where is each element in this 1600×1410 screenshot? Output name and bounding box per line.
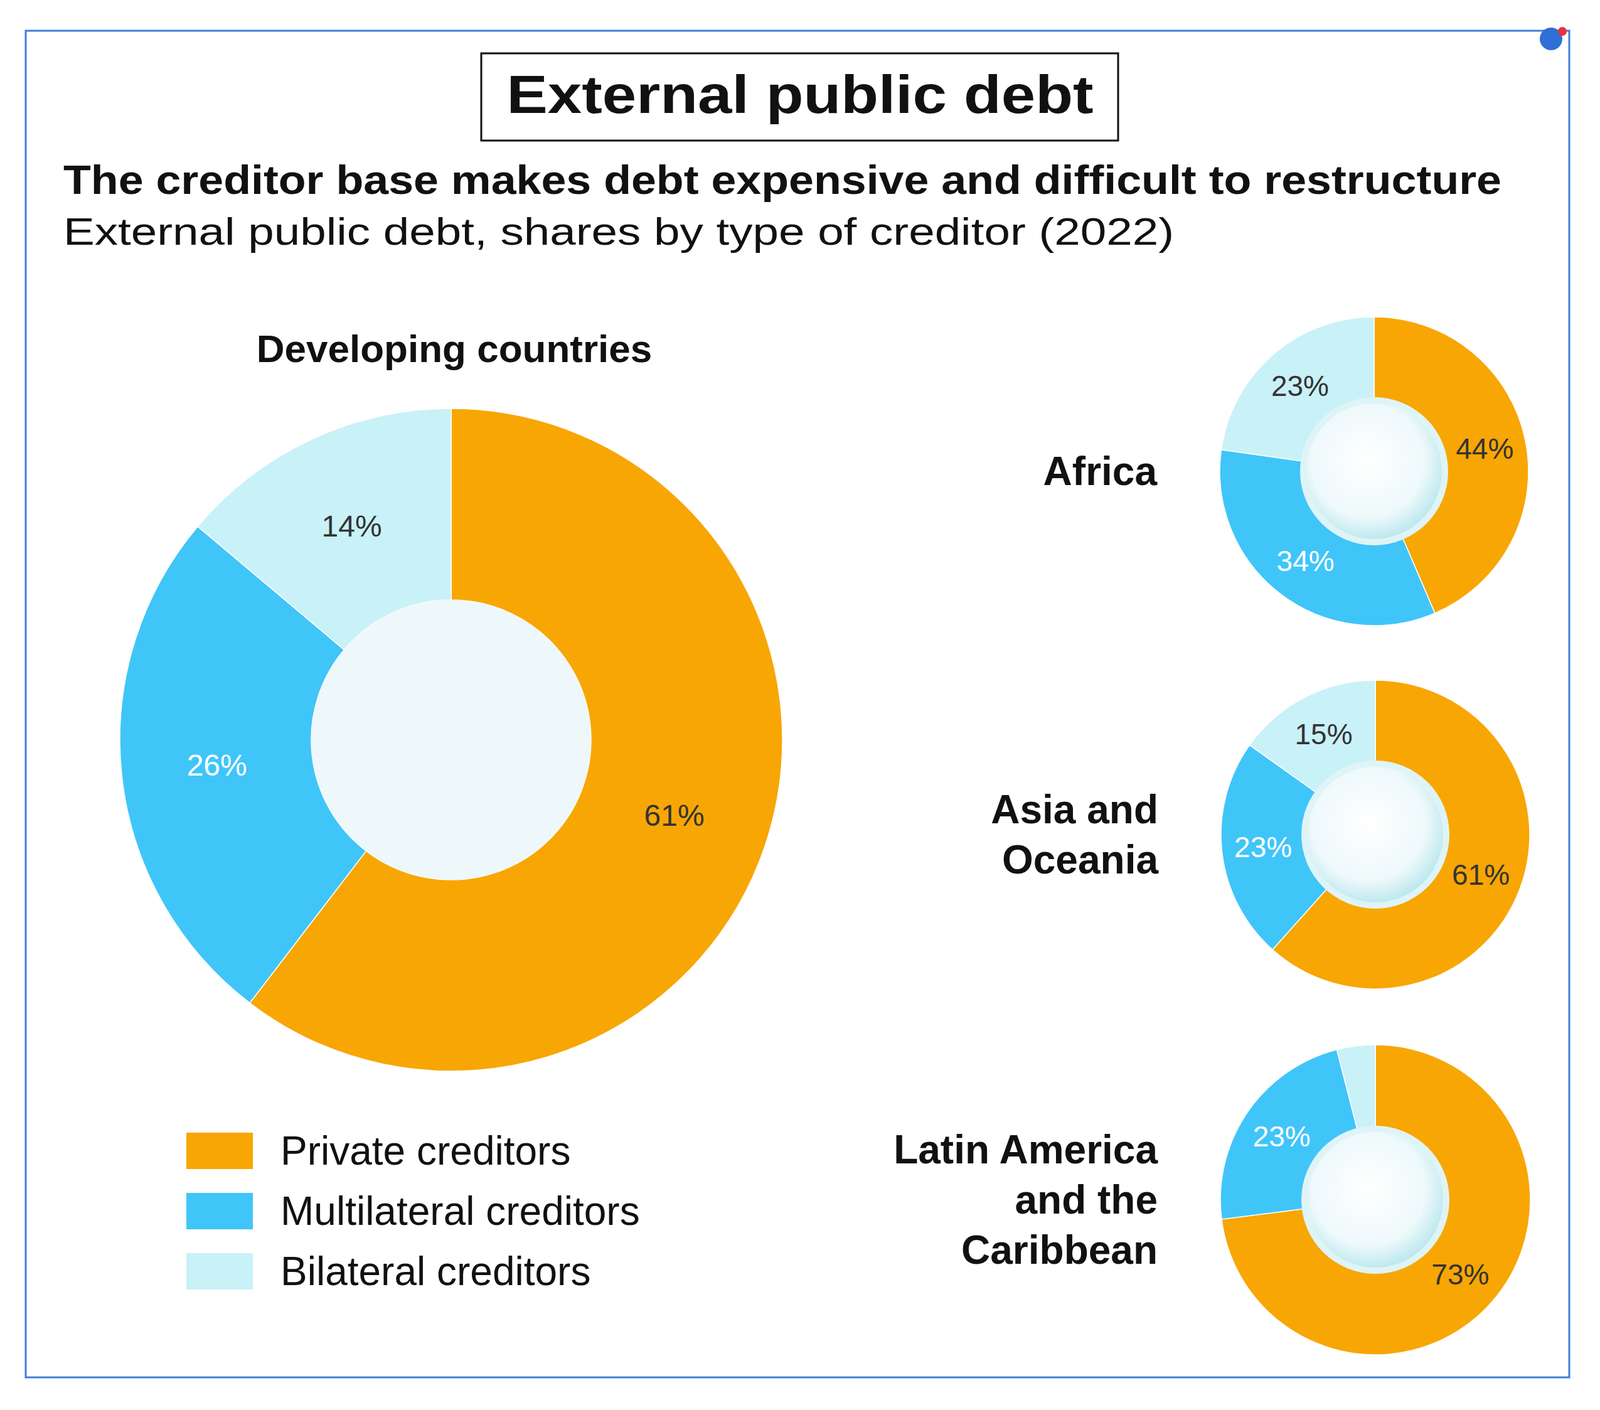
frame <box>25 30 1570 1378</box>
title: External public debt <box>506 64 1094 125</box>
chart-title: Developing countries <box>256 326 652 371</box>
chart-title: Latin Americaand theCaribbean <box>893 1126 1158 1273</box>
globe <box>1307 1131 1444 1268</box>
page: {"header": {"title": "External public de… <box>0 0 1600 1410</box>
data-label: 44% <box>1455 432 1514 465</box>
title-line: Asia and <box>990 786 1159 832</box>
slice <box>1337 1044 1376 1131</box>
data-labels: 44% 34% 23% <box>1271 369 1514 578</box>
donut-chart: 44% 34% 23% Africa <box>1043 316 1529 626</box>
data-label: 15% <box>1294 717 1353 751</box>
title-line: Caribbean <box>961 1227 1158 1273</box>
chart-root: External public debt The creditor base ma… <box>0 0 1600 1410</box>
globe <box>1306 403 1442 539</box>
legend-swatch <box>186 1132 253 1169</box>
legend-swatch <box>186 1253 253 1290</box>
title-line: Latin America <box>893 1126 1158 1173</box>
data-label: 14% <box>321 509 383 543</box>
globe-halo <box>1301 1125 1450 1274</box>
data-label: 73% <box>1431 1258 1489 1291</box>
slices <box>1220 1044 1531 1355</box>
data-label: 26% <box>186 748 248 782</box>
data-label: 34% <box>1276 544 1335 578</box>
data-label: 23% <box>1253 1120 1311 1153</box>
donut-chart: 73% 23% Latin Americaand theCaribbean <box>893 1044 1531 1355</box>
globe <box>1307 766 1444 903</box>
slices <box>119 408 783 1072</box>
slices <box>1221 680 1530 989</box>
title-line: Oceania <box>1002 837 1159 883</box>
data-label: 61% <box>644 798 705 832</box>
chart-title: Asia and Oceania <box>990 786 1159 883</box>
subtitle: External public debt, shares by type of … <box>63 209 1174 253</box>
logo <box>1539 26 1567 51</box>
legend-label: Bilateral creditors <box>280 1248 591 1294</box>
data-labels: 73% 23% <box>1253 1120 1490 1292</box>
legend: Private creditors Multilateral creditors B… <box>186 1128 640 1294</box>
slice <box>1272 680 1530 989</box>
donut-chart: 61% 23% 15% Asia and Oceania <box>990 680 1530 989</box>
data-label: 23% <box>1234 830 1292 864</box>
title-line: Africa <box>1043 448 1158 494</box>
data-label: 23% <box>1271 369 1329 403</box>
legend-label: Multilateral creditors <box>280 1188 640 1234</box>
globe-halo <box>1300 397 1449 546</box>
slices <box>1219 316 1529 626</box>
legend-swatch <box>186 1192 253 1230</box>
headline: The creditor base makes debt expensive a… <box>63 157 1502 203</box>
donut-chart: 61% 26% 14% Developing countries <box>119 326 783 1072</box>
globe-halo <box>1301 760 1450 909</box>
logo-dot <box>1557 26 1567 36</box>
data-label: 61% <box>1451 858 1510 891</box>
chart-title: Africa <box>1043 448 1158 494</box>
legend-label: Private creditors <box>280 1128 571 1174</box>
donut-hole <box>311 599 592 880</box>
title-box <box>481 53 1119 141</box>
title-line: and the <box>1014 1177 1158 1223</box>
